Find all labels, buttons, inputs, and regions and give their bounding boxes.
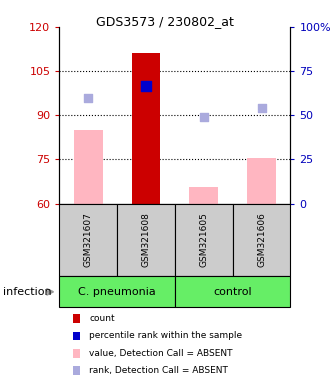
Bar	[132, 53, 160, 204]
Text: infection: infection	[3, 287, 52, 297]
Text: C. pneumonia: C. pneumonia	[78, 287, 156, 297]
Bar	[175, 276, 290, 307]
Bar	[117, 204, 175, 276]
Point	[85, 94, 91, 101]
Text: value, Detection Call = ABSENT: value, Detection Call = ABSENT	[89, 349, 233, 358]
Text: control: control	[213, 287, 252, 297]
Text: GSM321605: GSM321605	[199, 213, 208, 267]
Bar	[233, 204, 290, 276]
Point	[143, 83, 148, 89]
Bar	[74, 130, 103, 204]
Text: count: count	[89, 314, 115, 323]
Bar	[59, 204, 117, 276]
Bar	[189, 187, 218, 204]
Bar	[247, 158, 276, 204]
Text: GSM321606: GSM321606	[257, 213, 266, 267]
Text: GDS3573 / 230802_at: GDS3573 / 230802_at	[96, 15, 234, 28]
Text: GSM321608: GSM321608	[142, 213, 150, 267]
Text: percentile rank within the sample: percentile rank within the sample	[89, 331, 242, 341]
Bar	[59, 276, 175, 307]
Point	[201, 114, 207, 120]
Text: rank, Detection Call = ABSENT: rank, Detection Call = ABSENT	[89, 366, 228, 375]
Point	[259, 105, 264, 111]
Text: GSM321607: GSM321607	[84, 213, 93, 267]
Bar	[175, 204, 233, 276]
